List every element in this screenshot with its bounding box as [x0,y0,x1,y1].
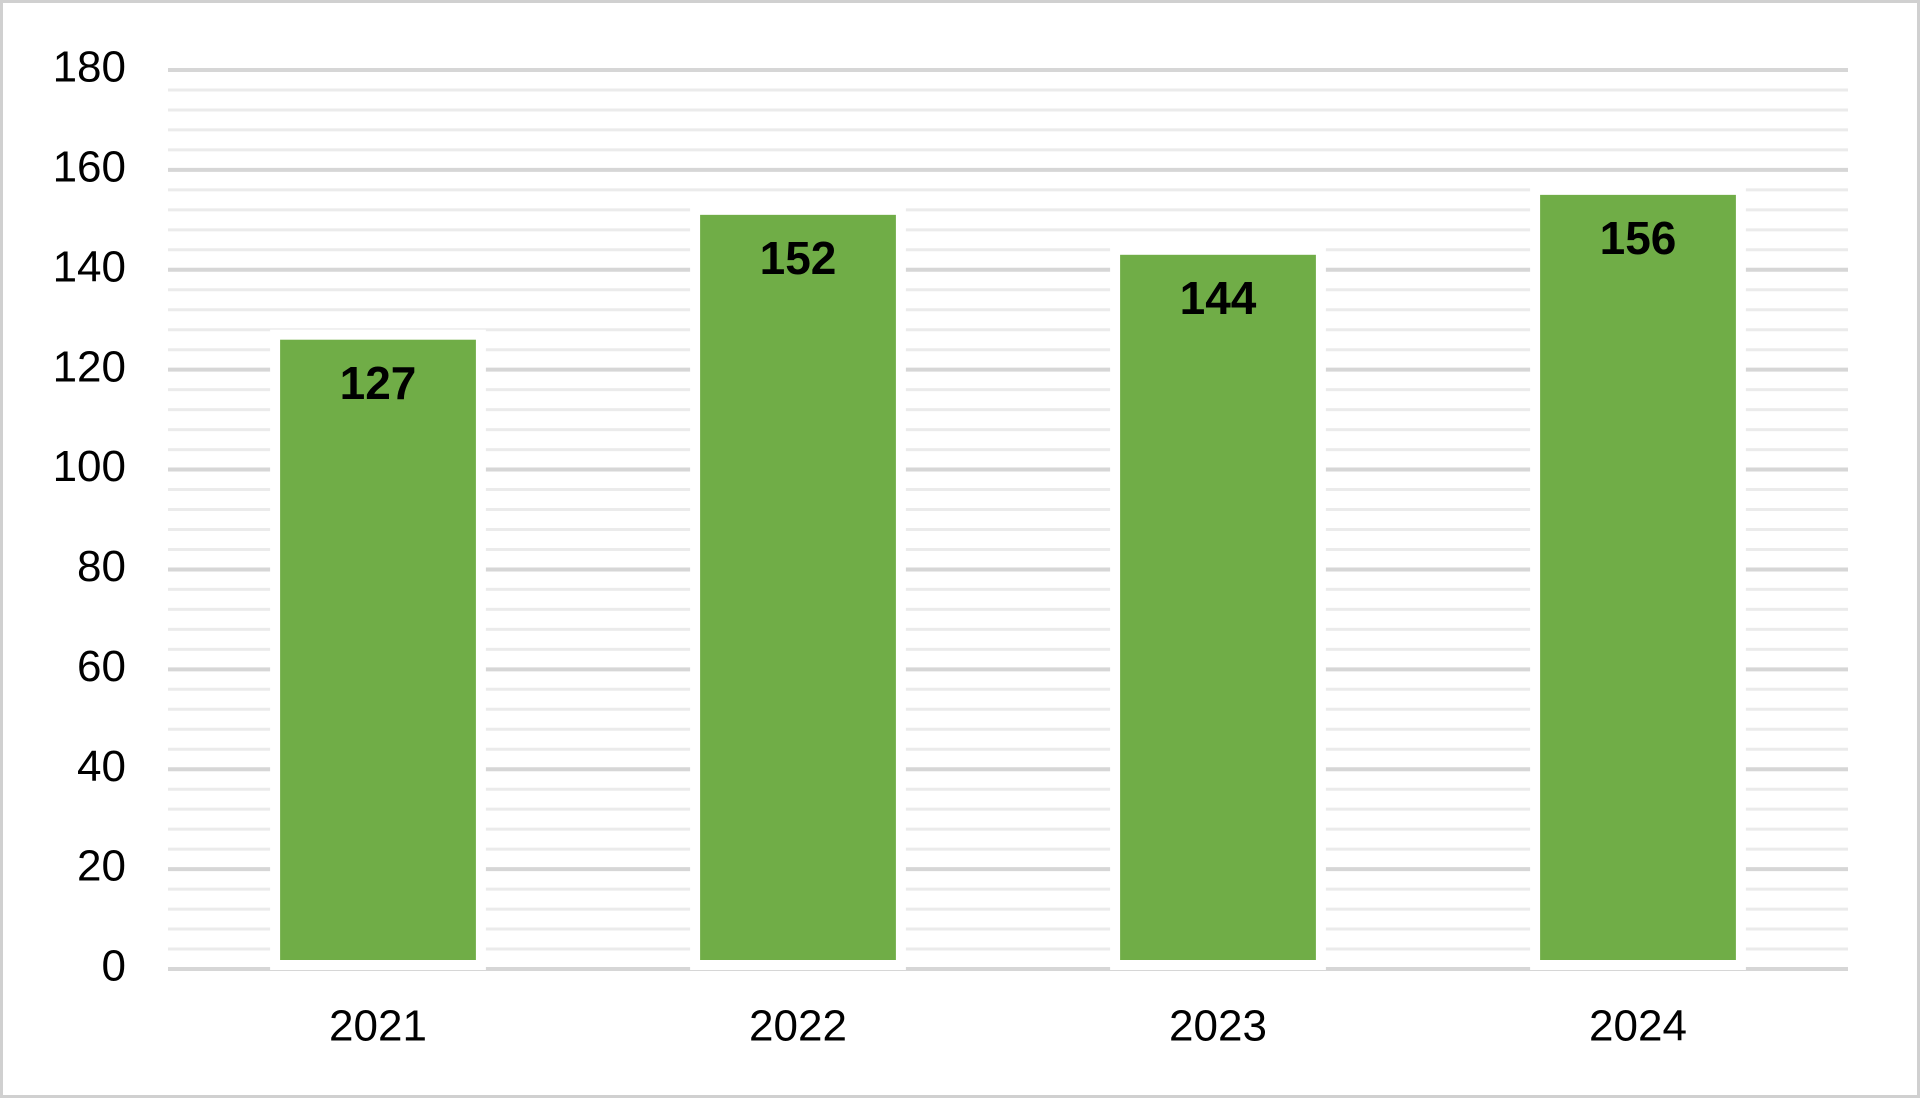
data-label: 152 [760,232,837,284]
bar [690,204,906,971]
bar [1530,184,1746,971]
y-tick-label: 80 [77,542,126,591]
data-label: 127 [340,357,417,409]
data-label: 156 [1600,212,1677,264]
x-tick-label: 2022 [749,1002,847,1051]
x-tick-label: 2024 [1589,1002,1687,1051]
x-tick-label: 2021 [329,1002,427,1051]
y-tick-label: 120 [53,342,126,391]
data-label: 144 [1180,272,1257,324]
y-tick-label: 140 [53,242,126,291]
y-tick-label: 160 [53,143,126,192]
y-tick-label: 20 [77,842,126,891]
y-tick-label: 180 [53,43,126,92]
y-tick-label: 60 [77,642,126,691]
bar [270,329,486,970]
y-tick-label: 0 [102,942,126,991]
y-tick-label: 100 [53,442,126,491]
y-tick-label: 40 [77,742,126,791]
x-tick-label: 2023 [1169,1002,1267,1051]
bar [1110,244,1326,971]
